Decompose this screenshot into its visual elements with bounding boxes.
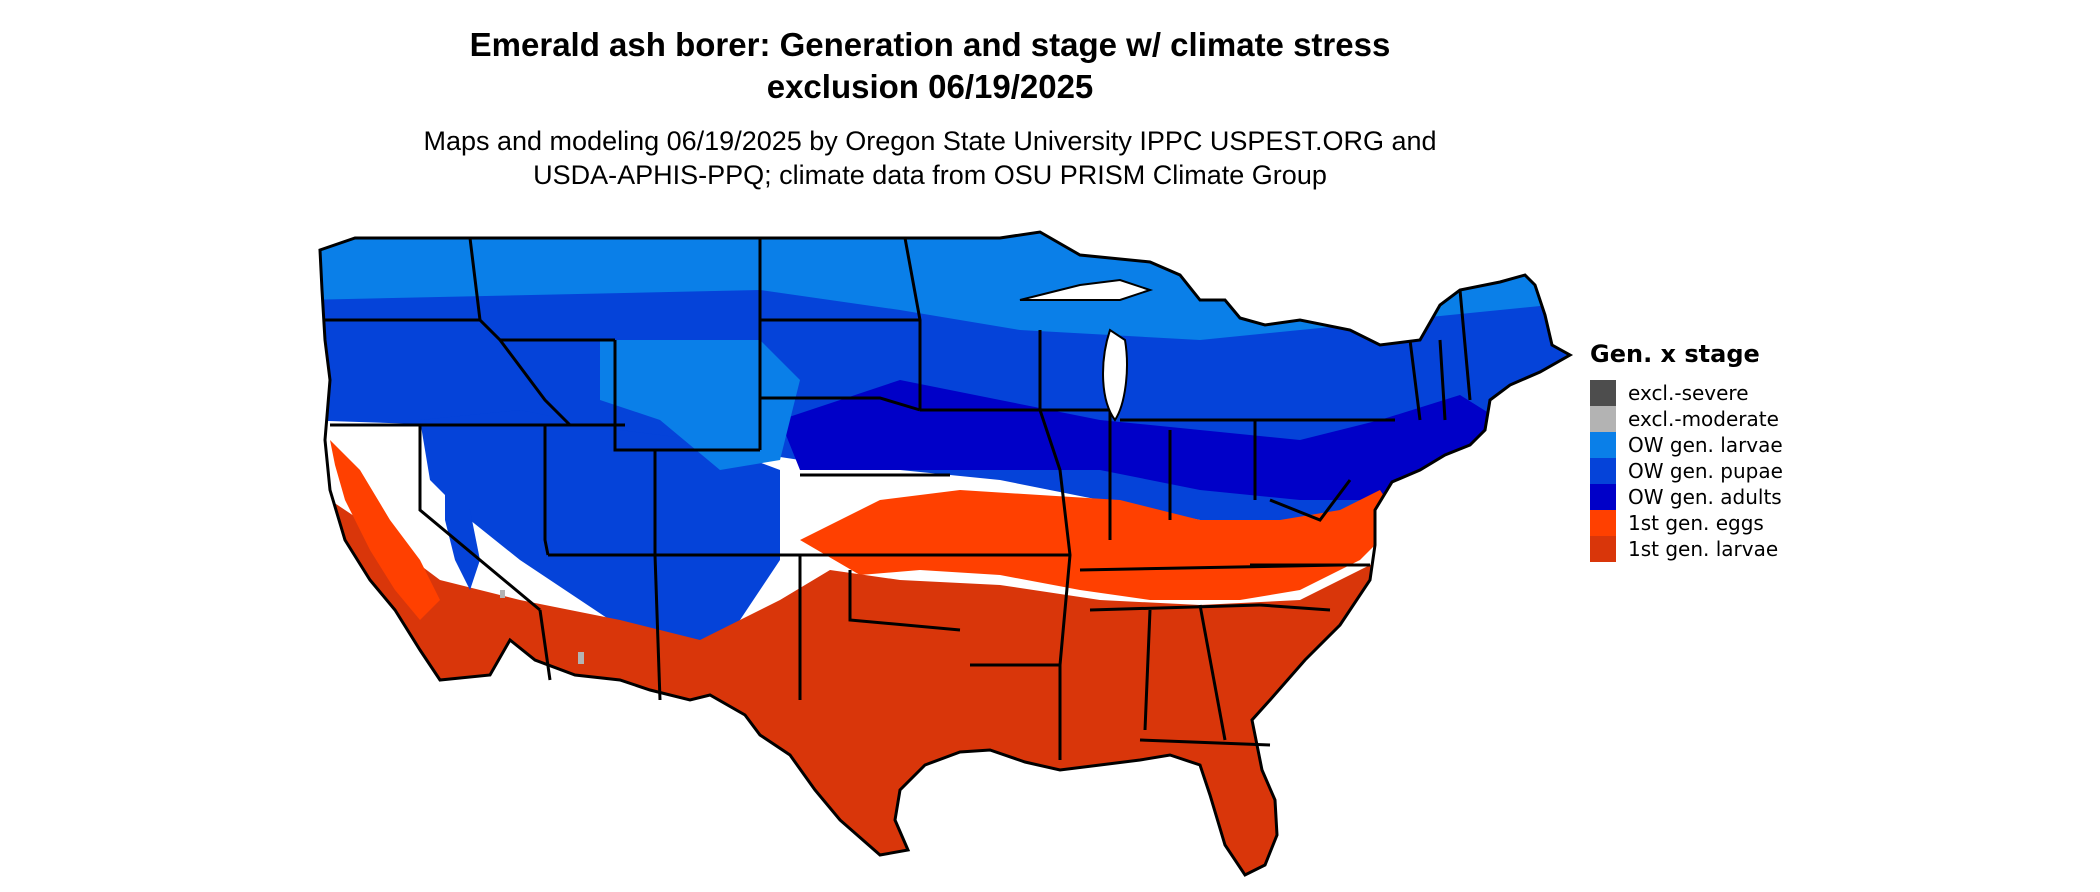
- legend-swatch: [1590, 380, 1616, 406]
- legend-swatch: [1590, 458, 1616, 484]
- boundary-al-ga: [1198, 604, 1227, 741]
- us-outline: [318, 230, 1574, 877]
- legend-label: OW gen. larvae: [1628, 433, 1783, 457]
- subtitle-line-1: Maps and modeling 06/19/2025 by Oregon S…: [423, 126, 1437, 156]
- boundary-ok-tx: [848, 570, 961, 632]
- state-boundaries: [325, 237, 1472, 760]
- boundary-az-west: [538, 609, 552, 681]
- legend-swatch: [1590, 406, 1616, 432]
- legend-label: OW gen. pupae: [1628, 459, 1783, 483]
- legend-swatch: [1590, 536, 1616, 562]
- legend-label: 1st gen. eggs: [1628, 511, 1764, 535]
- legend-label: excl.-moderate: [1628, 407, 1779, 431]
- legend-item-ow-pupae: OW gen. pupae: [1590, 458, 1783, 484]
- boundary-wy-co: [613, 340, 760, 452]
- great-lakes-superior: [1019, 278, 1154, 301]
- legend-item-1st-gen-eggs: 1st gen. eggs: [1590, 510, 1783, 536]
- boundary-ga-fl: [1139, 738, 1271, 747]
- legend-label: excl.-severe: [1628, 381, 1749, 405]
- legend-item-excl-moderate: excl.-moderate: [1590, 406, 1783, 432]
- boundary-sd-ne: [760, 396, 921, 412]
- map-title-line-2: exclusion 06/19/2025: [766, 68, 1094, 105]
- boundary-az-nm: [653, 554, 662, 701]
- boundary-ny-vt: [1408, 339, 1422, 421]
- legend-title: Gen. x stage: [1590, 340, 1760, 368]
- map-title-line-1: Emerald ash borer: Generation and stage …: [469, 26, 1391, 63]
- title-block: Emerald ash borer: Generation and stage …: [300, 24, 1560, 192]
- boundary-vt-nh: [1438, 339, 1447, 421]
- boundary-ms-al: [1143, 609, 1152, 731]
- legend: Gen. x stage excl.-severe excl.-moderate…: [1590, 340, 1783, 562]
- region-gen1-eggs-california: [330, 440, 440, 620]
- subtitle-line-2: USDA-APHIS-PPQ; climate data from OSU PR…: [533, 160, 1327, 190]
- region-ow-pupae-sierra: [445, 470, 480, 590]
- legend-item-ow-adults: OW gen. adults: [1590, 484, 1783, 510]
- legend-item-1st-gen-larvae: 1st gen. larvae: [1590, 536, 1783, 562]
- legend-label: OW gen. adults: [1628, 485, 1782, 509]
- legend-item-excl-severe: excl.-severe: [1590, 380, 1783, 406]
- region-gen1-eggs: [800, 490, 1400, 600]
- boundary-mn-west: [903, 237, 922, 410]
- boundary-nv-ut: [543, 425, 550, 556]
- region-west-highlands: [420, 410, 780, 660]
- legend-swatch: [1590, 484, 1616, 510]
- legend-label: 1st gen. larvae: [1628, 537, 1779, 561]
- great-lakes-michigan: [1102, 328, 1128, 422]
- legend-swatch: [1590, 510, 1616, 536]
- boundary-mississippi: [1038, 330, 1072, 760]
- boundary-me-nh: [1458, 289, 1472, 401]
- region-excl-moderate-patch-2: [500, 590, 505, 598]
- boundary-nv-ca: [418, 425, 541, 612]
- map-subtitle: Maps and modeling 06/19/2025 by Oregon S…: [300, 124, 1560, 192]
- legend-item-ow-larvae: OW gen. larvae: [1590, 432, 1783, 458]
- legend-swatch: [1590, 432, 1616, 458]
- boundary-sc-nc: [1259, 603, 1331, 612]
- boundary-tn-ms-al: [1089, 603, 1261, 612]
- region-excl-moderate-patch: [578, 652, 584, 664]
- boundary-wv-va: [1269, 479, 1352, 522]
- region-ow-larvae-rockies: [600, 340, 800, 470]
